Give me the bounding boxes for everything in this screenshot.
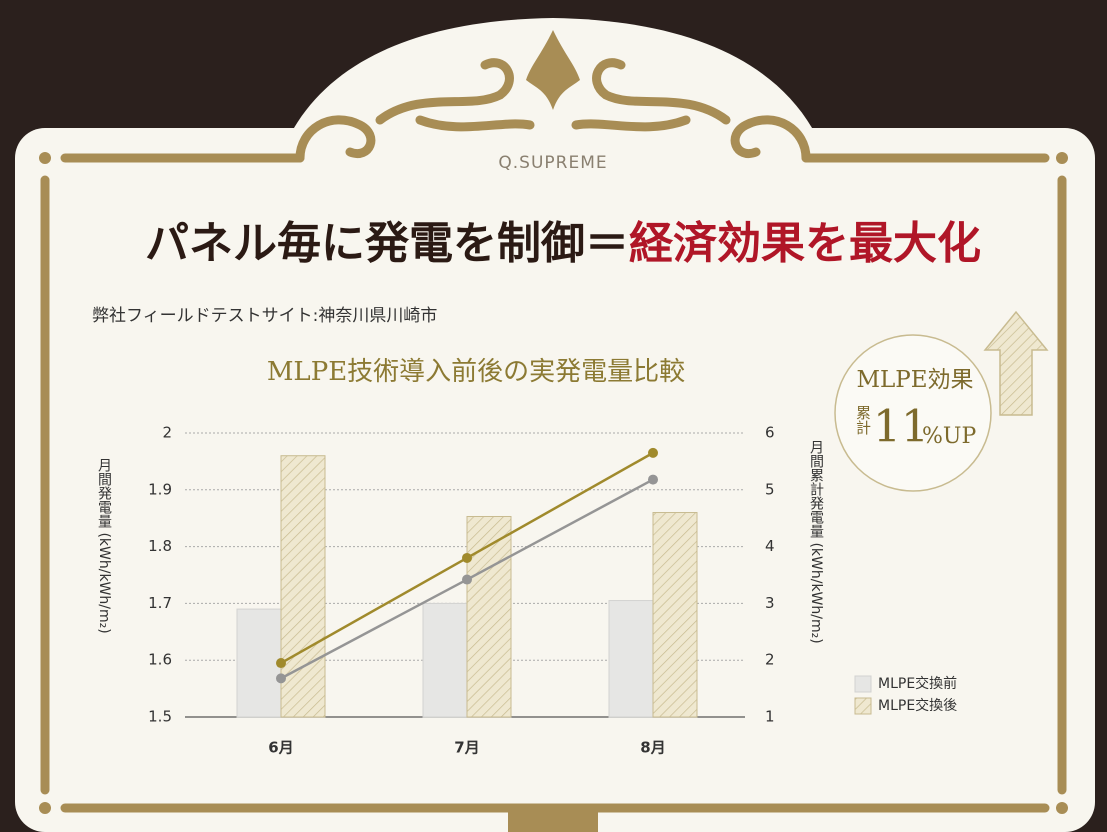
y2-tick-label: 3 (765, 594, 775, 612)
chart-title: MLPE技術導入前後の実発電量比較 (267, 357, 685, 387)
badge-suffix: %UP (922, 424, 976, 449)
bar (281, 456, 325, 717)
line-point (276, 673, 286, 683)
y-tick-label: 1.8 (148, 537, 172, 555)
badge-label: MLPE効果 (856, 367, 973, 393)
x-tick-label: 7月 (454, 739, 479, 757)
y2-tick-label: 4 (765, 537, 775, 555)
legend-swatch (855, 676, 871, 692)
line-point (276, 658, 286, 668)
x-tick-label: 8月 (640, 739, 665, 757)
badge-number: 11 (873, 402, 929, 453)
legend-swatch (855, 698, 871, 714)
badge-cumulative: 累計 (854, 405, 872, 435)
screen: Q.SUPREME パネル毎に発電を制御＝経済効果を最大化 弊社フィールドテスト… (0, 0, 1107, 832)
y-tick-label: 1.6 (148, 651, 172, 669)
headline-main: パネル毎に発電を制御＝ (145, 218, 629, 269)
headline: パネル毎に発電を制御＝経済効果を最大化 (145, 218, 981, 269)
y2-tick-label: 6 (765, 424, 775, 442)
y2-tick-label: 2 (765, 651, 775, 669)
legend-label: MLPE交換前 (878, 675, 957, 692)
page: {"header":{"brand":"Q.SUPREME","title_ma… (0, 0, 1107, 832)
y2-axis-label: 月間累計発電量 (kWh/kWh/m₂) (808, 440, 824, 644)
bar (609, 601, 653, 717)
y2-tick-label: 1 (765, 708, 775, 726)
subtitle: 弊社フィールドテストサイト:神奈川県川崎市 (92, 306, 437, 326)
line-point (462, 553, 472, 563)
y-axis-label: 月間発電量 (kWh/kWh/m₂) (96, 458, 112, 634)
frame-foot (508, 812, 598, 832)
y-tick-label: 2 (162, 424, 172, 442)
bar (653, 513, 697, 717)
y2-tick-label: 5 (765, 480, 775, 498)
y-tick-label: 1.9 (148, 480, 172, 498)
line-point (648, 448, 658, 458)
line-point (462, 575, 472, 585)
y-tick-label: 1.5 (148, 708, 172, 726)
line-point (648, 475, 658, 485)
bar (237, 609, 281, 717)
x-tick-label: 6月 (268, 739, 293, 757)
headline-accent: 経済効果を最大化 (629, 218, 981, 269)
y-tick-label: 1.7 (148, 594, 172, 612)
brand: Q.SUPREME (498, 153, 607, 173)
legend-label: MLPE交換後 (878, 697, 957, 714)
bar (423, 603, 467, 717)
